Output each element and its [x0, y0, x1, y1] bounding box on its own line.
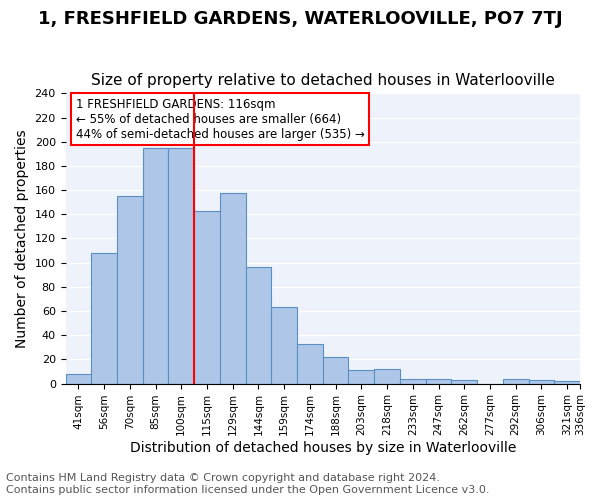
Bar: [143, 148, 169, 384]
Bar: [245, 268, 271, 384]
Bar: [529, 380, 554, 384]
Text: Contains HM Land Registry data © Crown copyright and database right 2024.
Contai: Contains HM Land Registry data © Crown c…: [6, 474, 490, 495]
Bar: [323, 357, 349, 384]
Bar: [349, 370, 374, 384]
Bar: [554, 381, 580, 384]
Bar: [503, 379, 529, 384]
Y-axis label: Number of detached properties: Number of detached properties: [15, 129, 29, 348]
Bar: [65, 374, 91, 384]
Text: 1, FRESHFIELD GARDENS, WATERLOOVILLE, PO7 7TJ: 1, FRESHFIELD GARDENS, WATERLOOVILLE, PO…: [38, 10, 562, 28]
Bar: [117, 196, 143, 384]
Bar: [451, 380, 477, 384]
Bar: [220, 192, 245, 384]
Text: 1 FRESHFIELD GARDENS: 116sqm
← 55% of detached houses are smaller (664)
44% of s: 1 FRESHFIELD GARDENS: 116sqm ← 55% of de…: [76, 98, 365, 140]
Bar: [400, 379, 425, 384]
Bar: [169, 148, 194, 384]
Bar: [271, 308, 297, 384]
Bar: [297, 344, 323, 384]
Bar: [194, 210, 220, 384]
Bar: [425, 379, 451, 384]
Title: Size of property relative to detached houses in Waterlooville: Size of property relative to detached ho…: [91, 73, 555, 88]
Bar: [91, 253, 117, 384]
Bar: [374, 369, 400, 384]
X-axis label: Distribution of detached houses by size in Waterlooville: Distribution of detached houses by size …: [130, 441, 516, 455]
